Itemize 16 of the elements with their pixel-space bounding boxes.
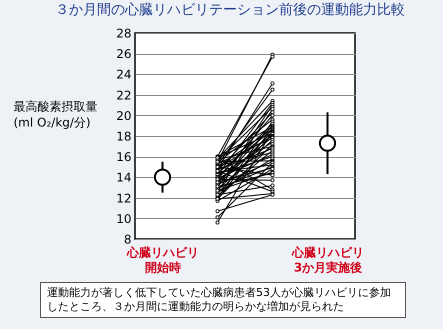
x-tick-label: 心臓リハビリ3か月実施後 (291, 246, 364, 274)
y-tick-label: 26 (116, 47, 132, 62)
text: 運動能力が著しく低下していた心臓病患者53人が心臓リハビリに参加したところ、３か月間に運動能力の明らかな増加が見られた (40, 282, 406, 318)
x-tick-label: 心臓リハビリ開始時 (126, 246, 199, 274)
y-tick-label: 12 (116, 191, 132, 206)
chart-title: ３か月間の心臓リハビリテーション前後の運動能力比較 (55, 2, 405, 18)
y-tick-label: 10 (116, 212, 132, 226)
y-tick-label: 24 (116, 68, 132, 82)
y-tick-label: 22 (116, 88, 132, 102)
y-tick-label: 14 (116, 170, 132, 185)
y-tick-label: 8 (124, 232, 132, 246)
y-axis-title: 最高酸素摂取量(ml O₂/kg/分) (14, 100, 98, 130)
y-tick-label: 18 (116, 130, 132, 144)
y-tick-label: 20 (116, 108, 132, 123)
y-tick-label: 28 (116, 26, 132, 40)
y-tick-label: 16 (116, 150, 132, 164)
